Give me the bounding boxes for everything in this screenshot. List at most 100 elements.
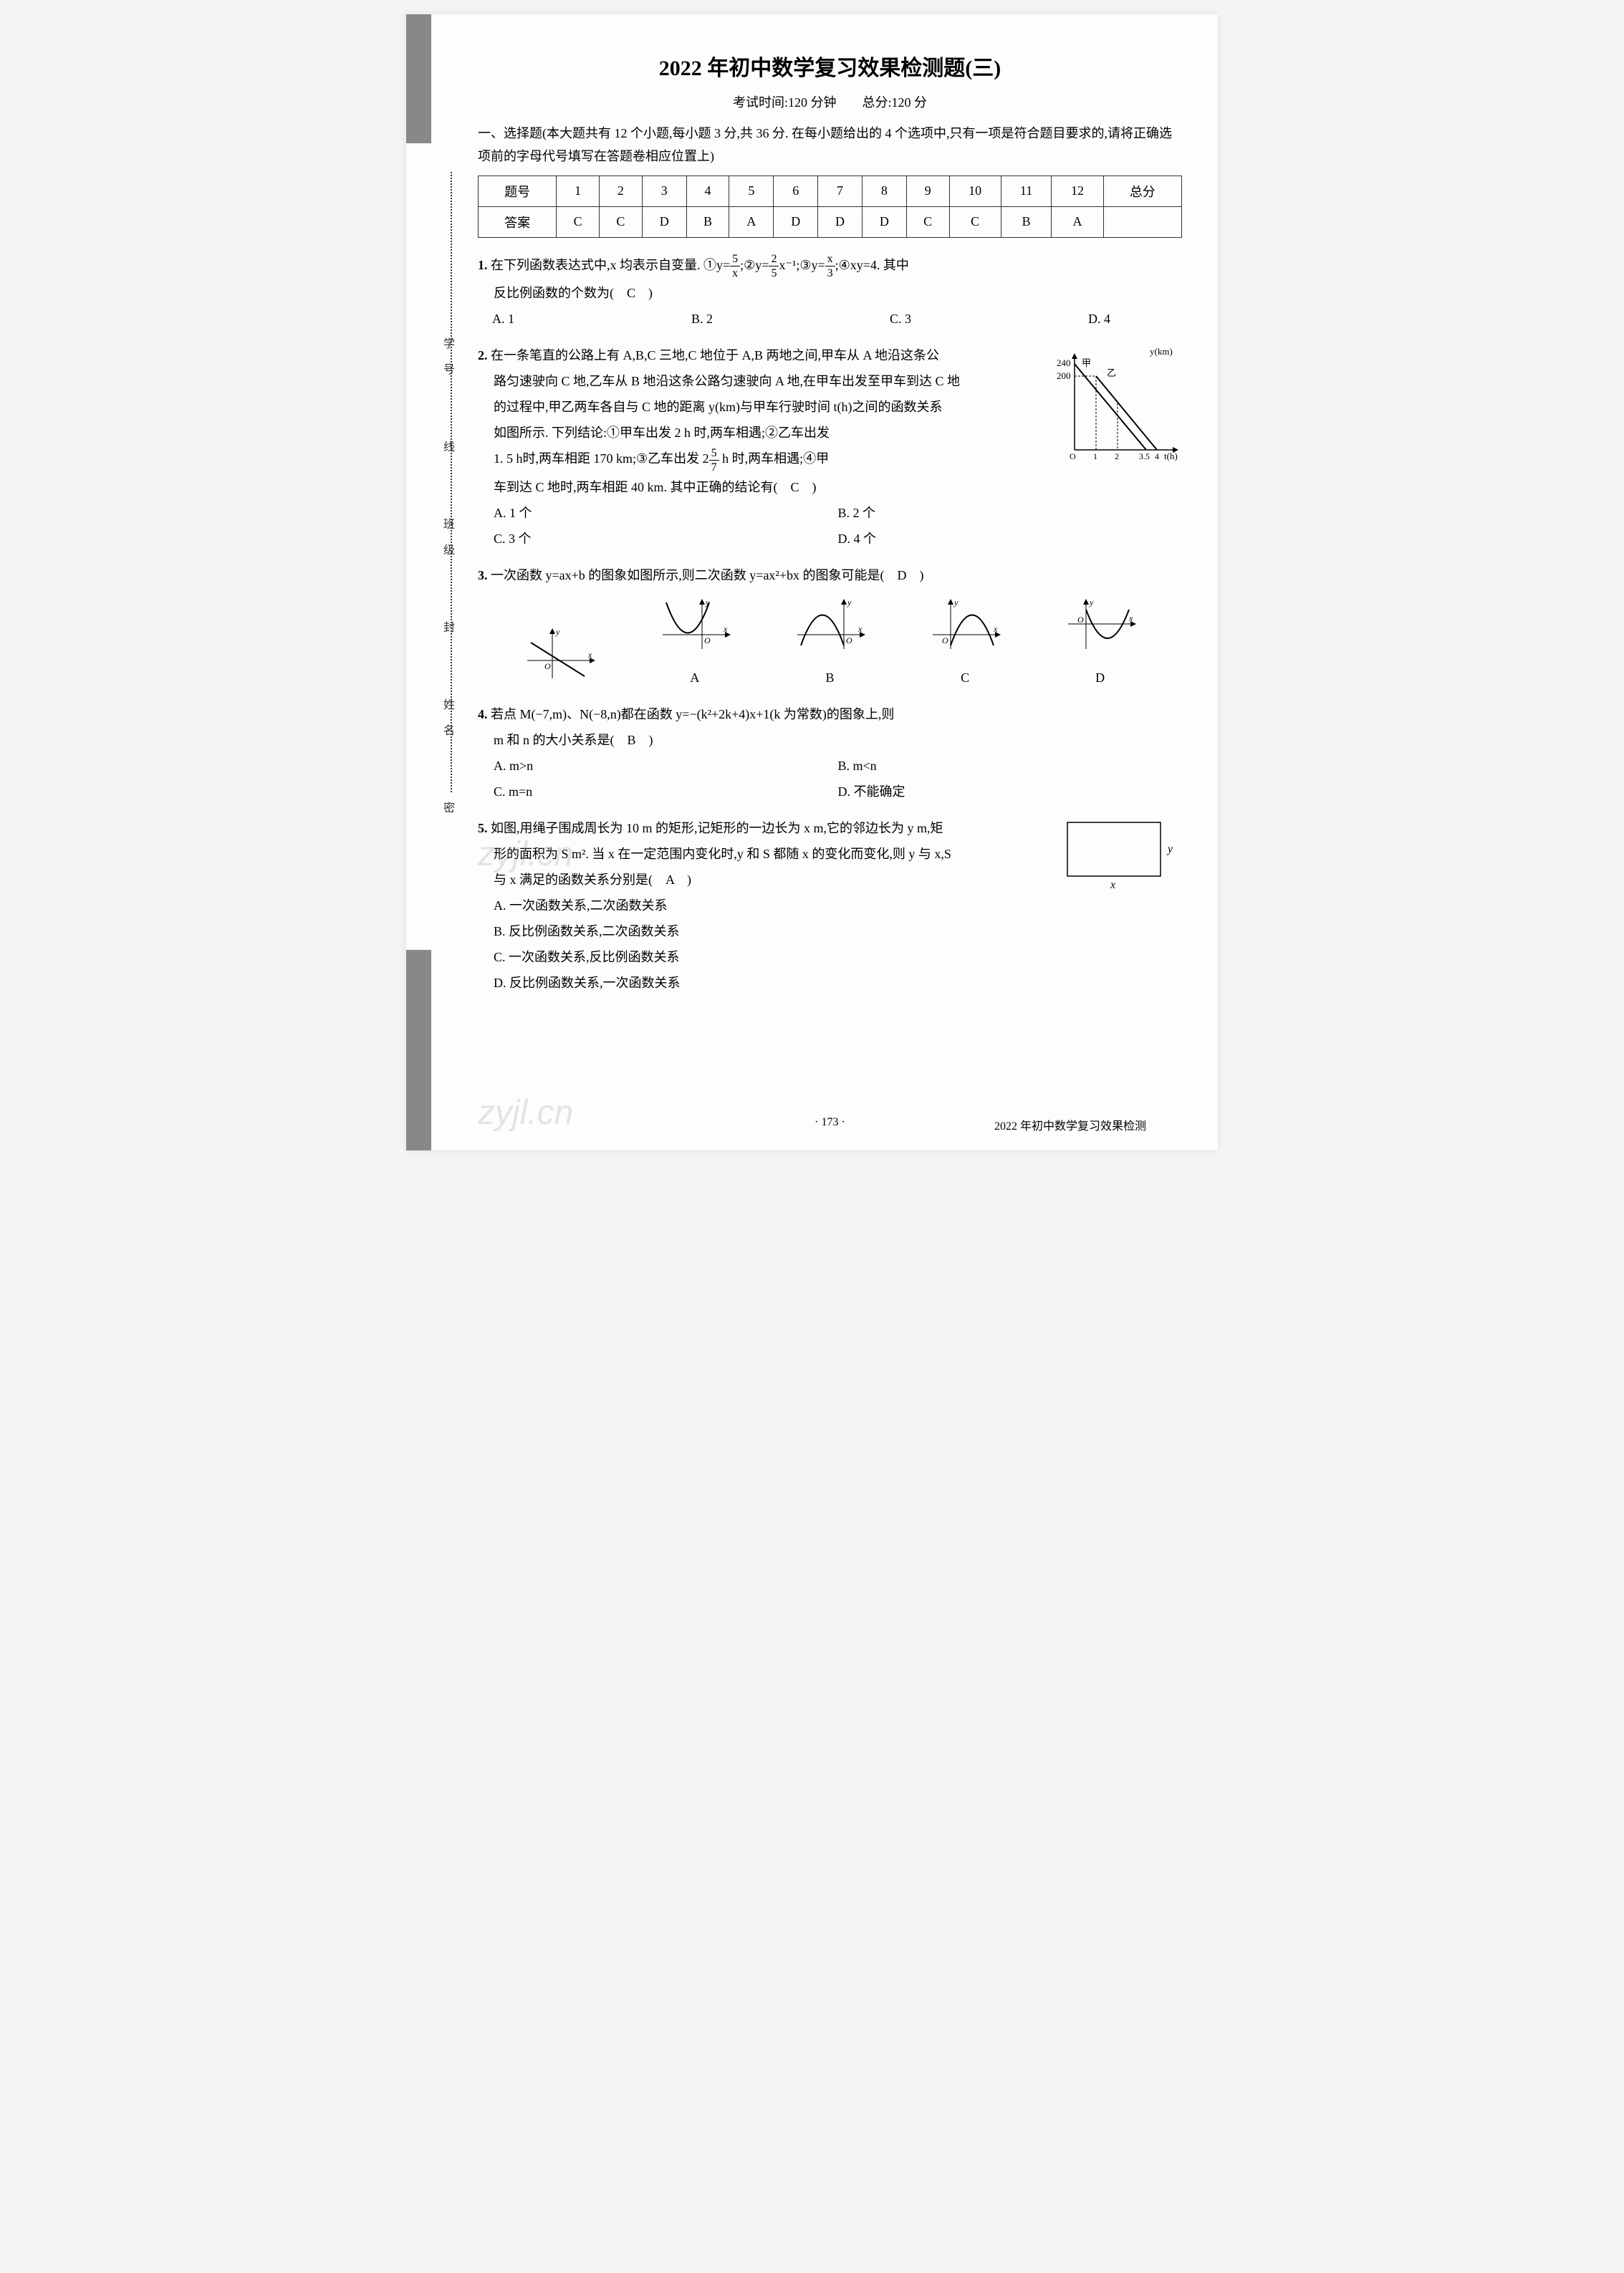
fraction: 25 bbox=[769, 252, 779, 280]
svg-text:2: 2 bbox=[1115, 451, 1119, 461]
graph-option-a: x y O A bbox=[655, 595, 734, 691]
table-cell: 5 bbox=[729, 176, 774, 206]
graph-option-b: x y O B bbox=[790, 595, 869, 691]
option-d: D. 不能确定 bbox=[838, 779, 1183, 804]
option-a: A. m>n bbox=[494, 753, 838, 779]
question-2: y(km) 240 甲 200 乙 O 1 2 3.5 4 t(h) bbox=[478, 342, 1182, 552]
q4-num: 4. bbox=[478, 707, 488, 721]
svg-text:4: 4 bbox=[1155, 451, 1159, 461]
option-label-d: D bbox=[1061, 665, 1140, 691]
line-graph-icon: y(km) 240 甲 200 乙 O 1 2 3.5 4 t(h) bbox=[1053, 346, 1182, 468]
svg-text:O: O bbox=[1077, 615, 1084, 625]
table-cell: C bbox=[557, 206, 600, 237]
table-cell: A bbox=[729, 206, 774, 237]
svg-text:O: O bbox=[942, 635, 948, 645]
q1-num: 1. bbox=[478, 258, 488, 272]
q2-line6: 车到达 C 地时,两车相距 40 km. 其中正确的结论有( C ) bbox=[478, 474, 1182, 500]
exam-page: 学号 线 班级 封 姓名 密 2022 年初中数学复习效果检测题(三) 考试时间… bbox=[406, 14, 1218, 1150]
option-label-b: B bbox=[790, 665, 869, 691]
option-d: D. 4 bbox=[1088, 306, 1110, 332]
table-cell: 4 bbox=[686, 176, 729, 206]
svg-text:x: x bbox=[1128, 613, 1133, 623]
answer-table: 题号 1 2 3 4 5 6 7 8 9 10 11 12 总分 答案 C C … bbox=[478, 176, 1182, 238]
option-c: C. 一次函数关系,反比例函数关系 bbox=[494, 944, 1182, 970]
table-cell: 3 bbox=[642, 176, 686, 206]
svg-text:甲: 甲 bbox=[1082, 357, 1091, 368]
parabola-icon: x y O bbox=[790, 595, 869, 653]
section-1-header: 一、选择题(本大题共有 12 个小题,每小题 3 分,共 36 分. 在每小题给… bbox=[478, 122, 1182, 168]
q2-line1: 在一条笔直的公路上有 A,B,C 三地,C 地位于 A,B 两地之间,甲车从 A… bbox=[491, 348, 939, 362]
table-cell: 1 bbox=[557, 176, 600, 206]
parabola-icon: x y O bbox=[1061, 595, 1140, 653]
q4-line1: 若点 M(−7,m)、N(−8,n)都在函数 y=−(k²+2k+4)x+1(k… bbox=[491, 707, 894, 721]
table-cell: A bbox=[1052, 206, 1103, 237]
svg-text:x: x bbox=[857, 624, 863, 634]
option-b: B. 2 个 bbox=[838, 500, 1183, 526]
option-d: D. 反比例函数关系,一次函数关系 bbox=[494, 970, 1182, 996]
svg-text:200: 200 bbox=[1057, 370, 1071, 381]
table-cell: 9 bbox=[906, 176, 949, 206]
svg-text:x: x bbox=[587, 650, 592, 660]
table-cell: D bbox=[774, 206, 818, 237]
option-c: C. 3 个 bbox=[494, 526, 838, 552]
exam-title: 2022 年初中数学复习效果检测题(三) bbox=[478, 50, 1182, 82]
q3-graphs: x y O x y O A bbox=[478, 595, 1182, 691]
rectangle-icon: y x bbox=[1060, 815, 1182, 894]
question-5: y x 5. 如图,用绳子围成周长为 10 m 的矩形,记矩形的一边长为 x m… bbox=[478, 815, 1182, 996]
q2-graph: y(km) 240 甲 200 乙 O 1 2 3.5 4 t(h) bbox=[1053, 346, 1182, 476]
footer-title: 2022 年初中数学复习效果检测 bbox=[994, 1116, 1146, 1133]
graph-option-c: x y O C bbox=[926, 595, 1004, 691]
svg-text:x: x bbox=[1110, 879, 1115, 891]
q3-num: 3. bbox=[478, 568, 488, 582]
svg-text:3.5: 3.5 bbox=[1139, 451, 1150, 461]
page-footer: · 173 · 2022 年初中数学复习效果检测 bbox=[406, 1116, 1182, 1129]
q5-num: 5. bbox=[478, 821, 488, 835]
svg-text:O: O bbox=[846, 635, 852, 645]
svg-text:t(h): t(h) bbox=[1164, 451, 1178, 461]
q2-num: 2. bbox=[478, 348, 488, 362]
exam-subtitle: 考试时间:120 分钟 总分:120 分 bbox=[478, 92, 1182, 111]
table-cell: 6 bbox=[774, 176, 818, 206]
svg-text:y: y bbox=[1089, 597, 1094, 607]
svg-text:y: y bbox=[1166, 843, 1173, 855]
q1-text: ;④xy=4. 其中 bbox=[835, 258, 909, 272]
svg-text:y: y bbox=[555, 627, 560, 637]
q5-options: A. 一次函数关系,二次函数关系 B. 反比例函数关系,二次函数关系 C. 一次… bbox=[478, 893, 1182, 996]
option-label-a: A bbox=[655, 665, 734, 691]
option-label-c: C bbox=[926, 665, 1004, 691]
table-cell: C bbox=[949, 206, 1001, 237]
q5-rectangle: y x bbox=[1060, 815, 1182, 903]
svg-text:O: O bbox=[704, 635, 711, 645]
svg-text:y(km): y(km) bbox=[1150, 346, 1173, 357]
svg-text:O: O bbox=[1070, 451, 1076, 461]
option-a: A. 1 bbox=[492, 306, 514, 332]
table-cell: 10 bbox=[949, 176, 1001, 206]
parabola-icon: x y O bbox=[926, 595, 1004, 653]
table-cell: B bbox=[686, 206, 729, 237]
svg-text:O: O bbox=[544, 661, 551, 671]
option-b: B. m<n bbox=[838, 753, 1183, 779]
binding-labels: 学号 线 班级 封 姓名 密 bbox=[438, 337, 456, 827]
question-1: 1. 在下列函数表达式中,x 均表示自变量. ①y=5x;②y=25x⁻¹;③y… bbox=[478, 252, 1182, 332]
table-cell: 总分 bbox=[1103, 176, 1181, 206]
table-cell: 12 bbox=[1052, 176, 1103, 206]
table-row-answers: 答案 C C D B A D D D C C B A bbox=[479, 206, 1182, 237]
graph-option-d: x y O D bbox=[1061, 595, 1140, 691]
svg-text:乙: 乙 bbox=[1107, 367, 1116, 378]
option-c: C. m=n bbox=[494, 779, 838, 804]
page-number: · 173 · bbox=[815, 1116, 845, 1129]
parabola-icon: x y O bbox=[655, 595, 734, 653]
svg-text:1: 1 bbox=[1093, 451, 1097, 461]
svg-text:y: y bbox=[847, 597, 852, 607]
q1-text: 在下列函数表达式中,x 均表示自变量. ①y= bbox=[491, 258, 730, 272]
q1-text: ;②y= bbox=[740, 258, 769, 272]
graph-given: x y O bbox=[520, 625, 599, 691]
table-cell: C bbox=[600, 206, 643, 237]
svg-text:y: y bbox=[705, 597, 710, 607]
table-cell: 7 bbox=[818, 176, 863, 206]
option-b: B. 反比例函数关系,二次函数关系 bbox=[494, 918, 1182, 944]
svg-text:y: y bbox=[953, 597, 958, 607]
side-bar-top bbox=[406, 14, 431, 143]
table-cell: 答案 bbox=[479, 206, 557, 237]
table-cell: 题号 bbox=[479, 176, 557, 206]
